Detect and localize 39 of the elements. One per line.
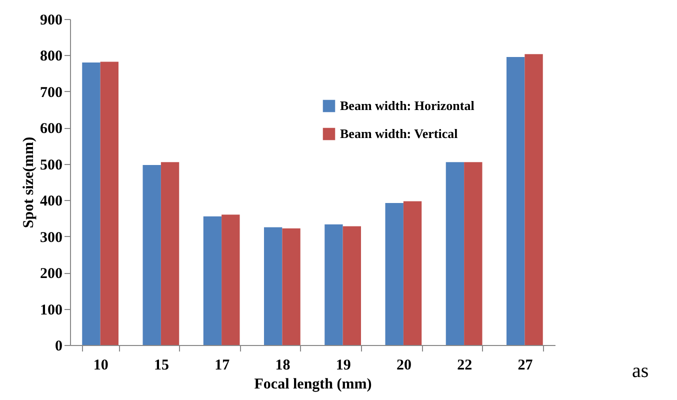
x-axis-title: Focal length (mm) [254, 376, 372, 392]
x-tick-label: 15 [154, 358, 169, 374]
x-tick-label: 22 [457, 358, 472, 374]
bar [100, 62, 118, 345]
bar [142, 164, 161, 345]
x-tick-label: 18 [275, 358, 290, 374]
text: as [632, 360, 649, 383]
x-tick-label: 10 [93, 358, 108, 374]
bar [222, 214, 240, 345]
y-tick-label: 400 [40, 194, 62, 210]
y-tick-label: 100 [40, 302, 62, 318]
bar [506, 57, 525, 345]
bar [524, 54, 543, 345]
y-axis-title: Spot size(mm) [21, 136, 37, 228]
bar [160, 162, 180, 345]
bar [464, 162, 482, 345]
bar [342, 226, 361, 345]
legend-label: Beam width: Horizontal [340, 98, 475, 113]
legend-label: Beam width: Vertical [340, 126, 458, 141]
bar [264, 227, 282, 345]
y-tick-label: 700 [40, 84, 62, 101]
bar [403, 201, 422, 345]
y-tick-label: 300 [40, 230, 62, 246]
y-tick-label: 0 [55, 338, 62, 354]
bar [282, 228, 300, 345]
bar [82, 62, 100, 345]
y-tick-label: 200 [40, 266, 62, 282]
y-tick-label: 900 [40, 12, 62, 28]
x-tick-label: 19 [336, 358, 351, 374]
bar [446, 162, 464, 345]
x-tick-label: 17 [214, 358, 230, 374]
y-tick-label: 500 [40, 157, 62, 174]
bar [385, 203, 404, 345]
y-tick-label: 800 [40, 48, 62, 65]
y-tick-label: 600 [40, 121, 62, 138]
x-tick-label: 27 [518, 358, 534, 374]
bar [324, 224, 343, 345]
bar [203, 216, 222, 345]
x-tick-label: 20 [396, 358, 412, 374]
